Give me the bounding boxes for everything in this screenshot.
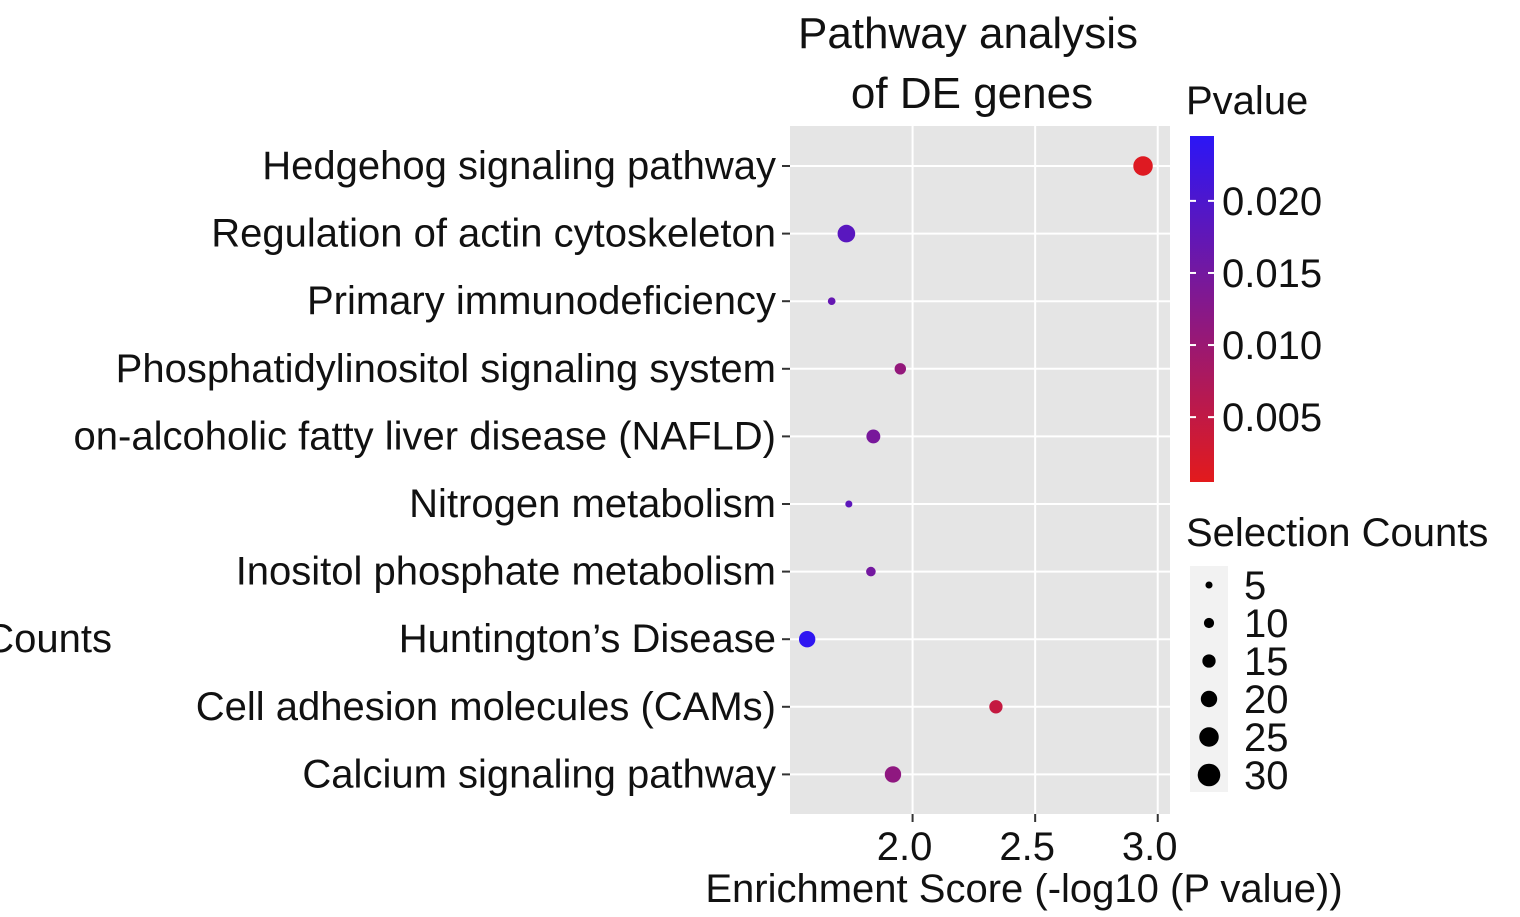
- data-point: [837, 224, 856, 243]
- y-tick-label: Primary immunodeficiency: [307, 279, 776, 323]
- colorbar-tick-label: 0.010: [1222, 324, 1322, 368]
- pvalue-legend-title: Pvalue: [1186, 79, 1308, 123]
- gridlines: [790, 126, 1170, 814]
- data-point: [894, 363, 907, 375]
- data-point: [798, 631, 816, 648]
- size-legend-title: Selection Counts: [1186, 511, 1488, 555]
- data-point: [989, 700, 1003, 714]
- data-point: [827, 297, 836, 306]
- data-point: [866, 566, 876, 577]
- data-point: [845, 500, 853, 508]
- x-tick-label: 2.0: [877, 825, 933, 869]
- size-legend-key-bg: [1190, 566, 1228, 792]
- y-tick-label: Hedgehog signaling pathway: [262, 144, 776, 188]
- size-legend-label: 15: [1244, 640, 1289, 684]
- chart-title-line-1: Pathway analysis: [798, 9, 1138, 58]
- size-legend-dot: [1199, 727, 1219, 747]
- size-legend-dot: [1200, 690, 1218, 708]
- size-legend-label: 20: [1244, 678, 1289, 722]
- y-tick-label: Huntington’s Disease: [399, 617, 776, 661]
- data-point: [866, 429, 881, 444]
- y-axis: Hedgehog signaling pathway Regulation of …: [74, 144, 790, 796]
- colorbar-tick-label: 0.005: [1222, 396, 1322, 440]
- data-point: [884, 766, 902, 783]
- size-legend-dot: [1203, 617, 1215, 629]
- data-points: [798, 156, 1153, 783]
- size-legend-label: 30: [1244, 754, 1289, 798]
- y-tick-label: Cell adhesion molecules (CAMs): [196, 685, 776, 729]
- size-legend-dot: [1197, 763, 1221, 787]
- y-tick-label: Inositol phosphate metabolism: [236, 550, 776, 594]
- data-point: [1133, 156, 1153, 176]
- y-tick-label: Calcium signaling pathway: [302, 752, 776, 796]
- size-legend-label: 10: [1244, 602, 1289, 646]
- colorbar-tick-label: 0.015: [1222, 252, 1322, 296]
- x-axis-title: Enrichment Score (-log10 (P value)): [705, 867, 1342, 911]
- y-tick-label: on-alcoholic fatty liver disease (NAFLD): [74, 414, 776, 458]
- x-tick-label: 3.0: [1122, 825, 1178, 869]
- pvalue-colorbar: [1190, 136, 1214, 482]
- y-tick-label: Regulation of actin cytoskeleton: [211, 212, 776, 256]
- size-legend-dot: [1202, 654, 1216, 668]
- y-tick-label: Phosphatidylinositol signaling system: [116, 347, 776, 391]
- pvalue-colorbar-ticks: 0.020 0.015 0.010 0.005: [1190, 180, 1322, 440]
- stray-legend-text: Counts: [0, 617, 112, 661]
- size-legend-label: 5: [1244, 564, 1266, 608]
- colorbar-tick-label: 0.020: [1222, 180, 1322, 224]
- y-tick-label: Nitrogen metabolism: [409, 482, 776, 526]
- plot-panel: [790, 126, 1170, 814]
- x-tick-label: 2.5: [999, 825, 1055, 869]
- chart-title-line-2: of DE genes: [851, 69, 1093, 118]
- x-axis: 2.0 2.5 3.0: [877, 814, 1178, 869]
- pvalue-legend: Pvalue 0.020 0.015 0.010 0.005: [1186, 79, 1322, 482]
- size-legend-label: 25: [1244, 716, 1289, 760]
- size-legend-dot: [1205, 581, 1213, 589]
